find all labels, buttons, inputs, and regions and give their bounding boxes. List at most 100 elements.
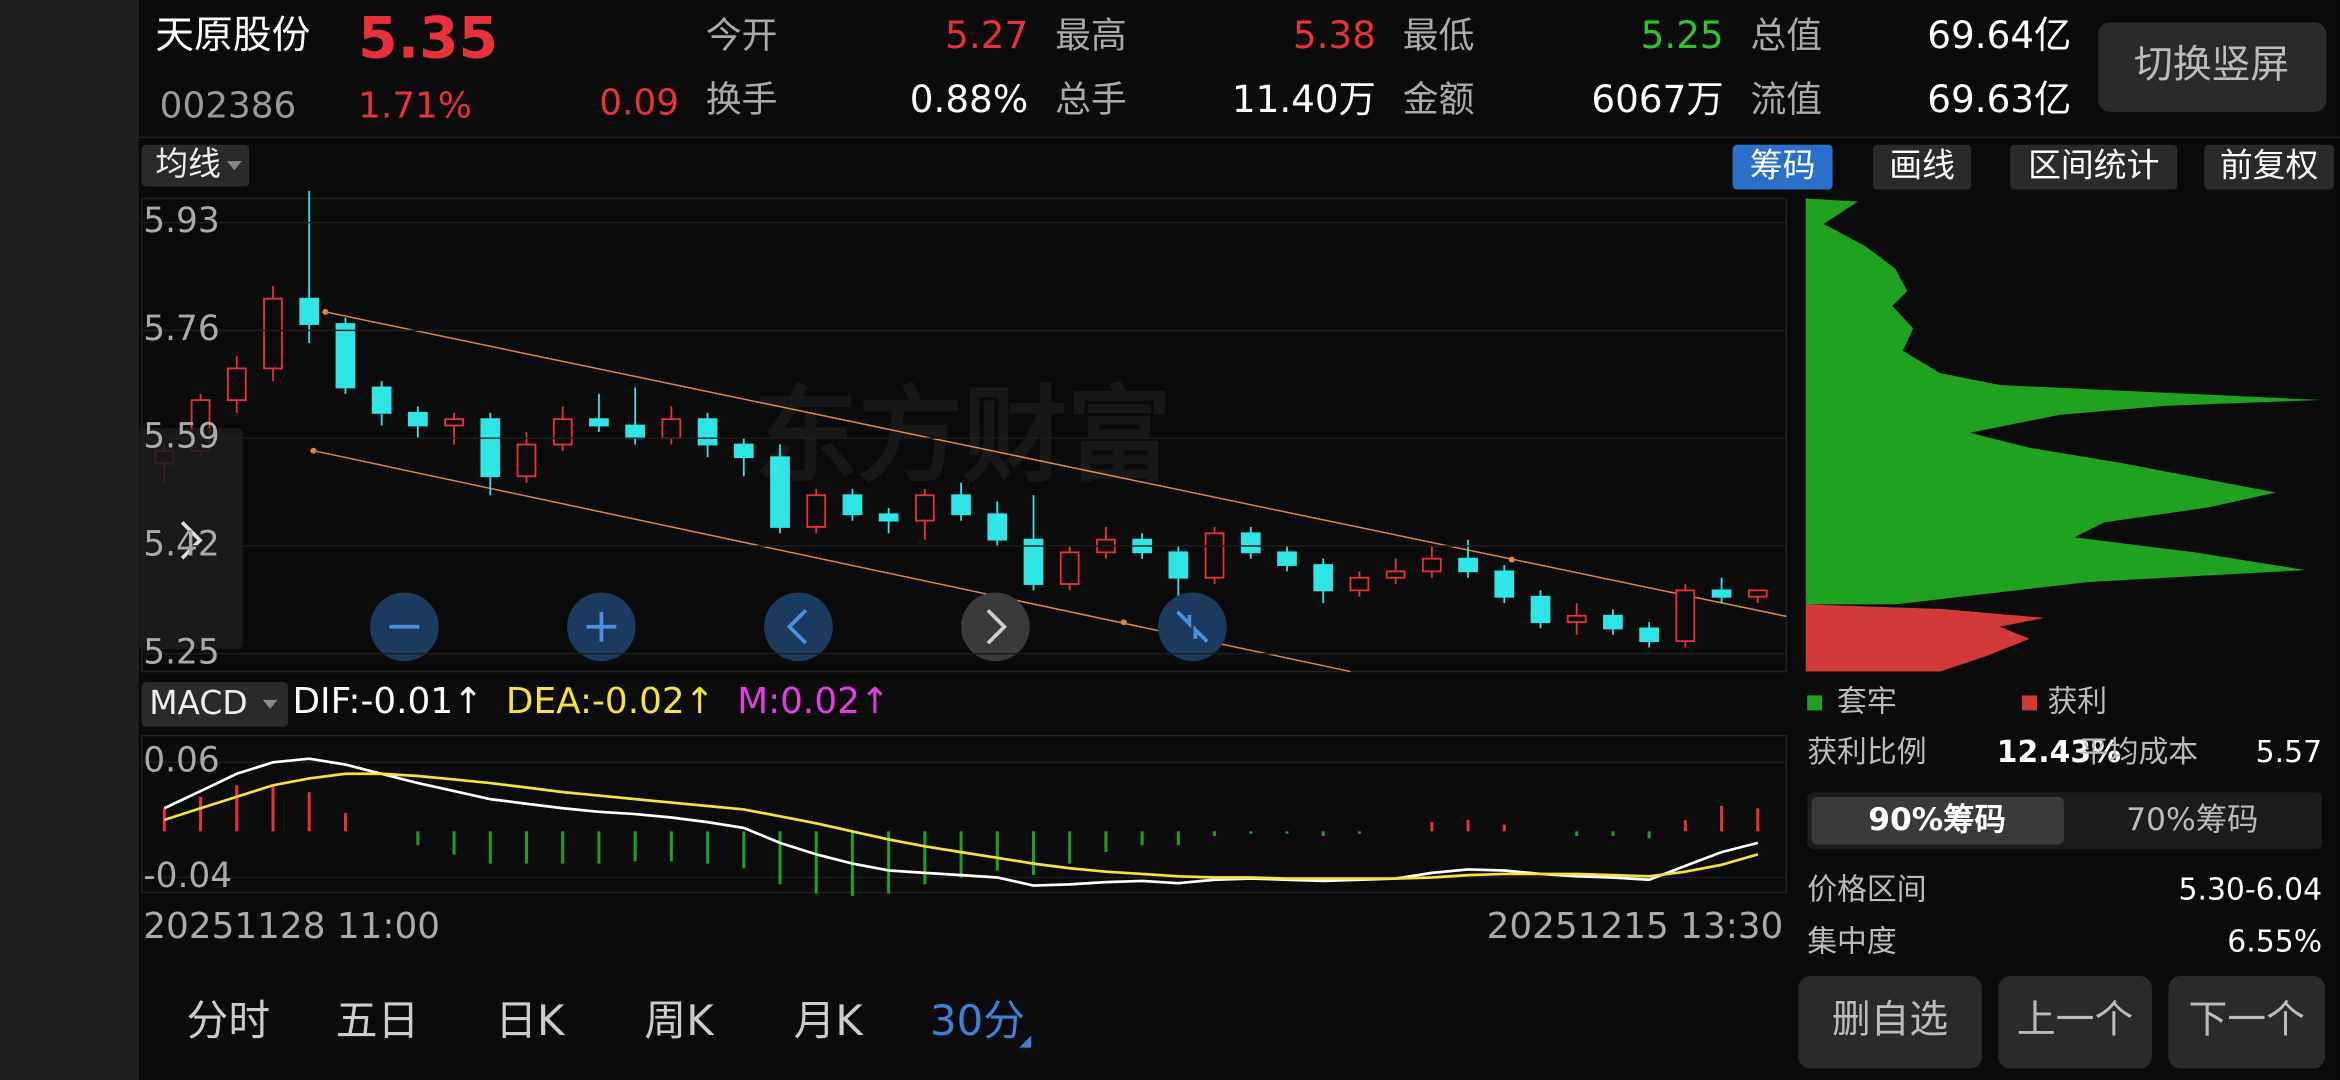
y-tick-label: 5.25 — [143, 632, 219, 672]
dif-label: DIF:-0.01↑ — [293, 681, 484, 722]
period-tab[interactable]: 分时 — [187, 996, 271, 1045]
tool-button-label: 区间统计 — [2028, 147, 2159, 185]
candle-body — [480, 418, 501, 478]
ma-label: 均线 — [155, 145, 221, 183]
stat-value: 0.88% — [910, 77, 1028, 121]
start-date: 20251128 11:00 — [143, 906, 440, 947]
dropdown-caret — [226, 161, 242, 171]
action-button[interactable] — [1998, 975, 2152, 1069]
period-tab[interactable]: 30分 — [930, 996, 1025, 1045]
move-left[interactable] — [764, 592, 833, 662]
macd-dropdown[interactable] — [141, 681, 289, 727]
candle-body — [842, 494, 863, 516]
switch-button[interactable] — [2098, 22, 2327, 112]
candle-body — [589, 418, 609, 427]
candle-body — [371, 386, 392, 414]
tool-button-label: 前复权 — [2220, 147, 2318, 185]
ma-dropdown[interactable] — [141, 144, 250, 187]
action-label: 下一个 — [2189, 998, 2305, 1043]
concentration-label: 集中度 — [1807, 925, 1896, 960]
candle-body — [335, 323, 356, 389]
tool-button[interactable] — [2010, 144, 2178, 190]
y-tick-label: 5.76 — [143, 309, 219, 349]
candle-body — [1530, 595, 1551, 623]
reset-zoom[interactable] — [1158, 592, 1227, 662]
concentration-value: 6.55% — [2227, 925, 2322, 960]
candle-body — [444, 418, 464, 427]
stat-value: 69.64亿 — [1927, 13, 2071, 57]
move-right[interactable] — [961, 592, 1030, 662]
period-tab[interactable]: 周K — [644, 996, 715, 1045]
y-tick-label: 5.93 — [143, 201, 219, 241]
stat-value: 5.25 — [1641, 13, 1724, 57]
candle-body — [1747, 589, 1768, 598]
candle-body — [915, 494, 935, 522]
macd-plot — [141, 757, 1787, 896]
stat-value: 6067万 — [1591, 77, 1723, 121]
action-button[interactable] — [2168, 975, 2326, 1069]
candle-body — [1240, 532, 1261, 554]
range-value: 5.30-6.04 — [2178, 872, 2322, 907]
profit-value: 12.43% — [1997, 735, 2121, 770]
candle-body — [1675, 589, 1696, 643]
left-strip — [0, 0, 139, 1080]
candle-body — [1458, 557, 1478, 573]
legend-label: 套牢 — [1837, 684, 1897, 719]
tool-button[interactable] — [1872, 144, 1972, 190]
change-percent: 1.71% — [358, 85, 472, 126]
candle-body — [1422, 557, 1442, 573]
candle-body — [770, 456, 790, 528]
candle-body — [408, 411, 428, 427]
macd-frame — [141, 734, 1788, 894]
candle-body — [661, 418, 682, 440]
stat-label: 总值 — [1751, 15, 1823, 56]
period-tab[interactable]: 日K — [495, 996, 566, 1045]
candle-body — [1566, 614, 1587, 623]
period-tab[interactable]: 月K — [794, 996, 865, 1045]
action-button[interactable] — [1798, 975, 1982, 1069]
y-tick-label: 5.59 — [143, 417, 219, 457]
chip-tab[interactable]: 90%筹码 — [1868, 802, 2006, 838]
stat-label: 最低 — [1403, 15, 1475, 56]
cost-label: 平均成本 — [2079, 735, 2198, 770]
chip-tab-selected[interactable] — [1811, 796, 2064, 845]
chip-tab[interactable]: 70%筹码 — [2126, 802, 2258, 838]
end-date: 20251215 13:30 — [1487, 906, 1784, 947]
candle-body — [806, 494, 827, 528]
stat-label: 今开 — [706, 15, 778, 56]
chip-profile-trapped — [1805, 198, 2321, 605]
candle-body — [1059, 551, 1080, 585]
candle-body — [1494, 570, 1515, 598]
candle-body — [1204, 532, 1225, 579]
stat-value: 69.63亿 — [1927, 77, 2071, 121]
profit-label: 获利比例 — [1807, 735, 1926, 770]
dea-label: DEA:-0.02↑ — [506, 681, 715, 722]
legend-swatch — [1807, 695, 1823, 711]
candle-body — [987, 513, 1008, 541]
macd-label: MACD — [149, 684, 247, 722]
candle-body — [263, 297, 283, 370]
chevron-icon — [180, 520, 203, 560]
y-tick-label: 5.42 — [143, 524, 219, 564]
candle-body — [1313, 564, 1334, 592]
trend-line — [325, 311, 1787, 618]
tool-button[interactable] — [1732, 144, 1833, 190]
stat-label: 换手 — [706, 79, 778, 120]
candle-body — [1603, 614, 1623, 630]
stat-value: 5.38 — [1293, 13, 1376, 57]
side-expand[interactable] — [138, 428, 244, 650]
y-tick-label: -0.04 — [143, 856, 232, 896]
chip-profile-profit — [1805, 604, 2045, 672]
watermark: 东方财富 — [754, 375, 1172, 497]
stat-label: 总手 — [1055, 79, 1127, 120]
candle-body — [1385, 570, 1406, 579]
cost-value: 5.57 — [2256, 735, 2322, 770]
stock-price: 5.35 — [358, 5, 498, 71]
stock-code: 002386 — [160, 85, 297, 126]
dropdown-caret — [262, 699, 278, 709]
candle-body — [1023, 538, 1044, 585]
tool-button[interactable] — [2204, 144, 2335, 190]
period-tab[interactable]: 五日 — [336, 996, 420, 1045]
stat-label: 最高 — [1055, 15, 1127, 56]
